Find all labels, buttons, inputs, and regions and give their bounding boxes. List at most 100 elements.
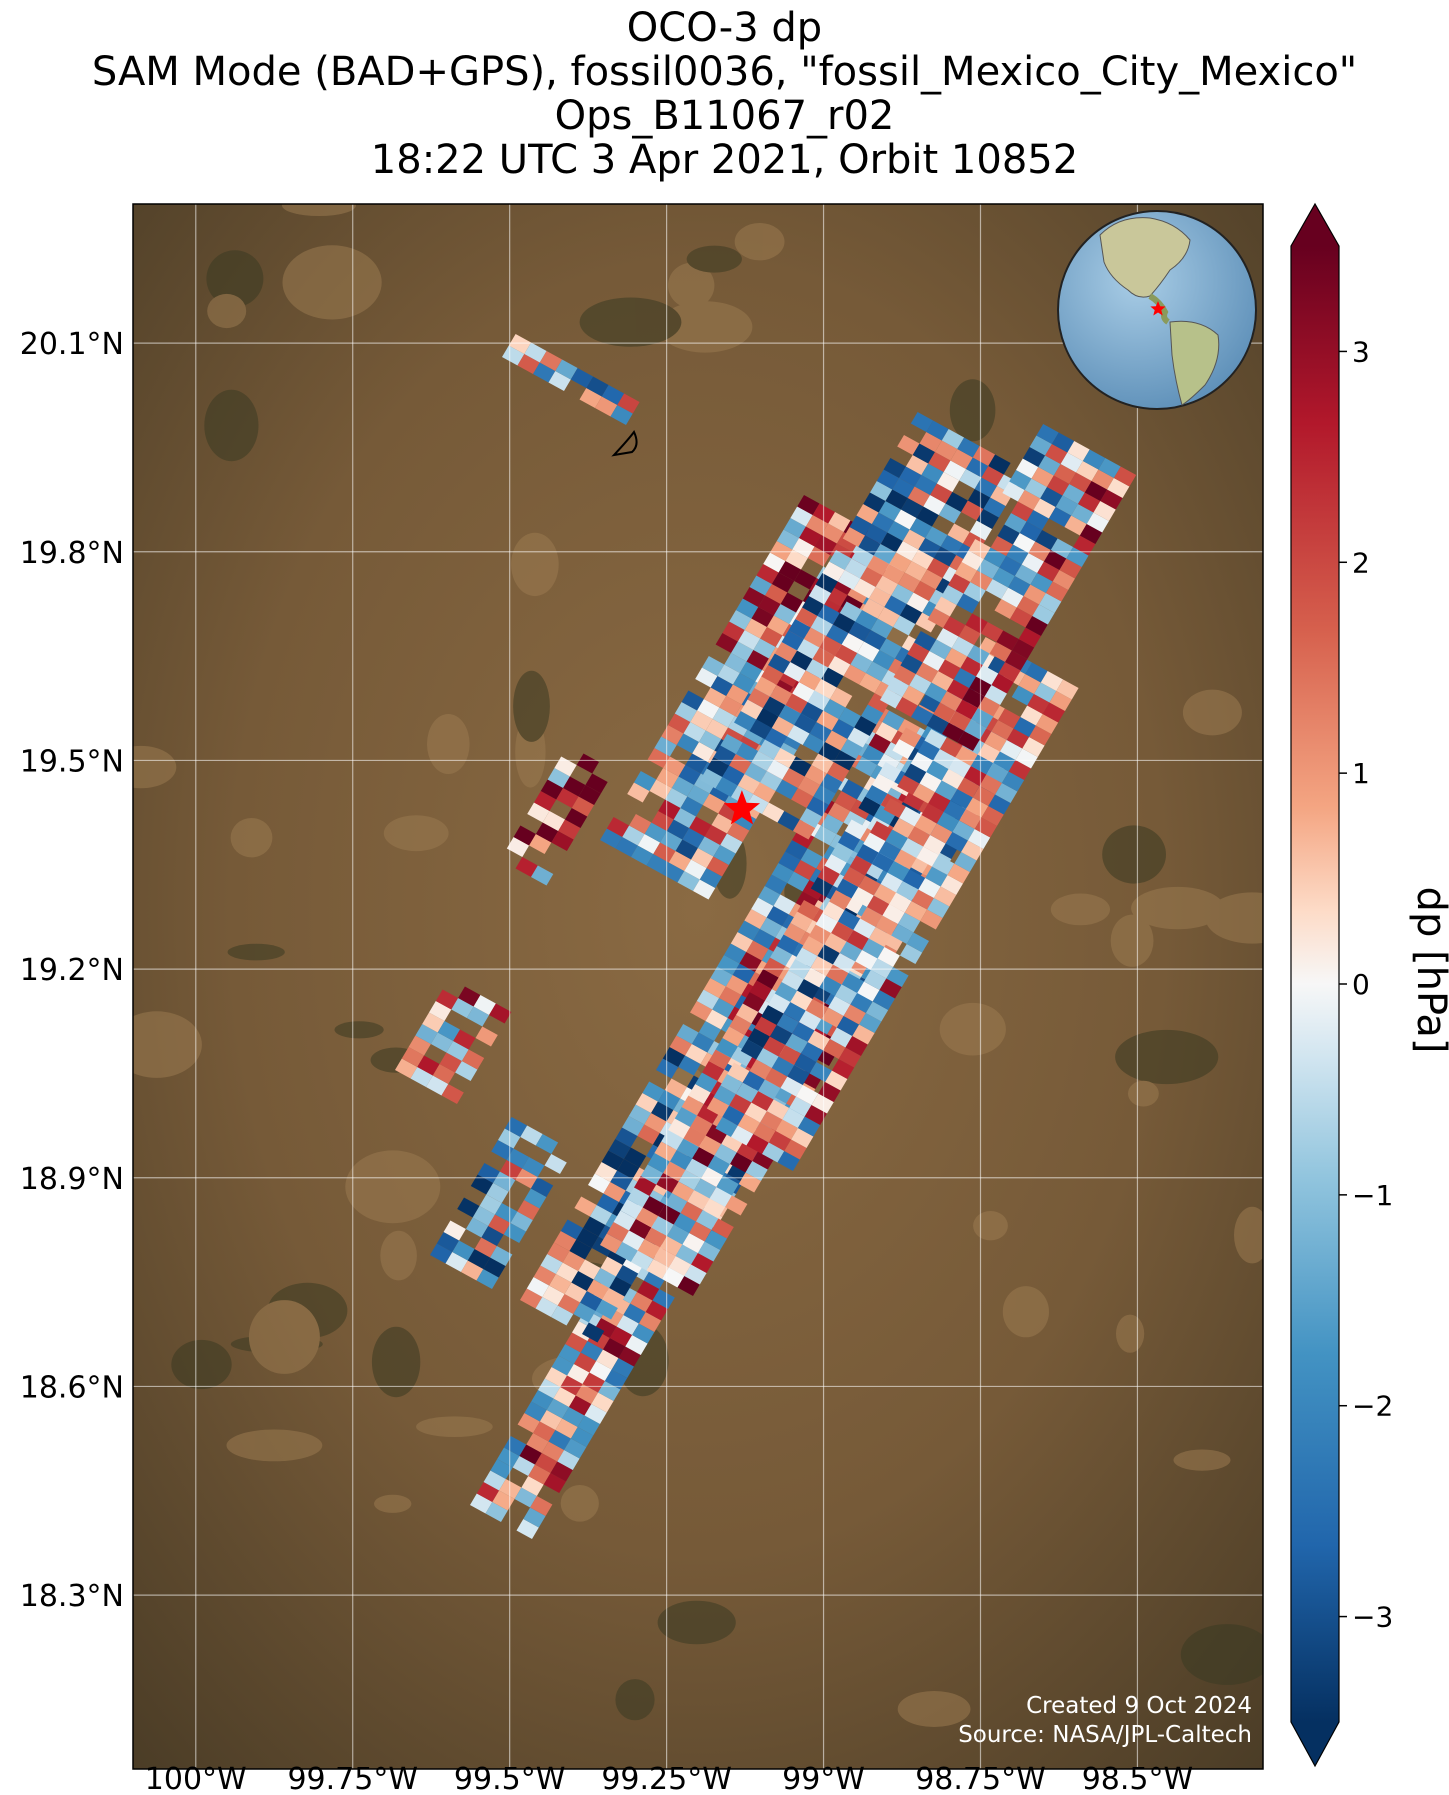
sounding-cell bbox=[820, 773, 843, 794]
sounding-cell bbox=[867, 555, 890, 576]
sounding-cell bbox=[979, 774, 1002, 795]
sounding-cell bbox=[606, 817, 630, 837]
sounding-cell bbox=[615, 1127, 638, 1148]
plot-title: OCO-3 dp SAM Mode (BAD+GPS), fossil0036,… bbox=[0, 6, 1449, 182]
sounding-cell bbox=[676, 1024, 699, 1044]
sounding-cell bbox=[528, 1464, 551, 1485]
sounding-cell bbox=[628, 1104, 652, 1125]
sounding-cell bbox=[520, 1288, 543, 1309]
sounding-cell bbox=[1076, 461, 1099, 481]
sounding-cell bbox=[927, 898, 950, 918]
sounding-cell bbox=[896, 541, 919, 561]
sounding-cell bbox=[914, 815, 937, 835]
relief-patch bbox=[171, 1339, 232, 1390]
sounding-cell bbox=[956, 593, 979, 614]
sounding-cell bbox=[731, 1046, 754, 1067]
sounding-cell bbox=[804, 765, 827, 785]
sounding-cell bbox=[915, 612, 938, 633]
sounding-cell bbox=[632, 1323, 655, 1344]
sounding-cell bbox=[899, 944, 923, 964]
y-tick-label: 18.3°N bbox=[20, 1579, 124, 1614]
sounding-cell bbox=[821, 814, 844, 834]
sounding-cell bbox=[665, 788, 688, 808]
colorbar-tick-label: −1 bbox=[1352, 1179, 1393, 1212]
sounding-cell bbox=[637, 834, 661, 854]
sounding-cell bbox=[535, 1297, 558, 1317]
title-line-1: OCO-3 dp bbox=[626, 5, 823, 51]
sounding-cell bbox=[1113, 466, 1137, 487]
sounding-cell bbox=[865, 524, 888, 544]
sounding-cell bbox=[570, 368, 594, 388]
sounding-cell bbox=[803, 967, 827, 988]
sounding-cell bbox=[942, 722, 965, 743]
sounding-cell bbox=[524, 1401, 547, 1422]
sounding-cell bbox=[700, 1167, 724, 1187]
sounding-cell bbox=[988, 454, 1011, 475]
sounding-cell bbox=[546, 1398, 569, 1419]
sounding-cell bbox=[930, 483, 953, 504]
sounding-cell bbox=[530, 1496, 553, 1516]
sounding-cell bbox=[721, 1132, 744, 1153]
sounding-cell bbox=[729, 1094, 752, 1114]
sounding-cell bbox=[651, 1216, 674, 1236]
sounding-cell bbox=[756, 969, 779, 989]
sounding-cell bbox=[684, 859, 707, 880]
sounding-cell bbox=[865, 1001, 889, 1022]
sounding-cell bbox=[1107, 478, 1130, 498]
sounding-cell bbox=[831, 719, 855, 739]
y-tick-label: 19.2°N bbox=[20, 953, 124, 988]
sounding-cell bbox=[699, 730, 722, 751]
sounding-cell bbox=[915, 662, 939, 683]
sounding-cell bbox=[548, 1430, 571, 1450]
colorbar-tick-label: 3 bbox=[1352, 335, 1370, 368]
sounding-cell bbox=[986, 763, 1009, 783]
sounding-cell bbox=[1025, 616, 1048, 636]
sounding-cell bbox=[514, 1487, 537, 1508]
sounding-cell bbox=[647, 1153, 670, 1173]
sounding-cell bbox=[1011, 501, 1034, 522]
sounding-cell bbox=[940, 691, 963, 711]
sounding-cell bbox=[825, 730, 848, 751]
sounding-cell bbox=[970, 570, 993, 591]
sounding-cell bbox=[712, 707, 735, 728]
sounding-cell bbox=[732, 963, 755, 984]
sounding-cell bbox=[838, 831, 861, 851]
sounding-cell bbox=[897, 435, 920, 455]
sounding-cell bbox=[834, 984, 858, 1005]
sounding-cell bbox=[586, 376, 609, 397]
sounding-cell bbox=[903, 790, 926, 811]
sounding-cell bbox=[519, 1444, 542, 1465]
sounding-cell bbox=[804, 1105, 827, 1125]
sounding-cell bbox=[571, 796, 595, 817]
target-marker bbox=[723, 790, 760, 825]
sounding-cell bbox=[958, 625, 981, 645]
sounding-cell bbox=[709, 1187, 732, 1207]
sounding-cell bbox=[765, 728, 788, 748]
sounding-cell bbox=[911, 889, 934, 910]
sounding-cell bbox=[544, 1154, 567, 1174]
sounding-cell bbox=[931, 671, 954, 691]
sounding-cell bbox=[673, 1213, 696, 1233]
sounding-cell bbox=[707, 1155, 730, 1176]
sounding-cell bbox=[631, 845, 654, 866]
sounding-cell bbox=[715, 1038, 738, 1058]
sounding-cell bbox=[984, 731, 1007, 752]
sounding-cell bbox=[920, 909, 943, 930]
sounding-cell bbox=[461, 1260, 484, 1281]
sounding-cell bbox=[926, 420, 949, 441]
sounding-cell bbox=[1032, 604, 1055, 625]
sounding-cell bbox=[483, 1470, 506, 1491]
sounding-cell bbox=[506, 1148, 529, 1169]
sounding-cell bbox=[983, 497, 1006, 518]
sounding-cell bbox=[773, 748, 796, 768]
sounding-cell bbox=[557, 1294, 581, 1314]
sounding-cell bbox=[1033, 498, 1056, 519]
sounding-cell bbox=[836, 1016, 860, 1036]
relief-patch bbox=[579, 297, 682, 347]
sounding-cell bbox=[809, 722, 832, 742]
sounding-cell bbox=[907, 486, 931, 507]
sounding-cell bbox=[790, 506, 813, 527]
sounding-cell bbox=[470, 1174, 494, 1195]
sounding-cell bbox=[515, 1168, 538, 1189]
